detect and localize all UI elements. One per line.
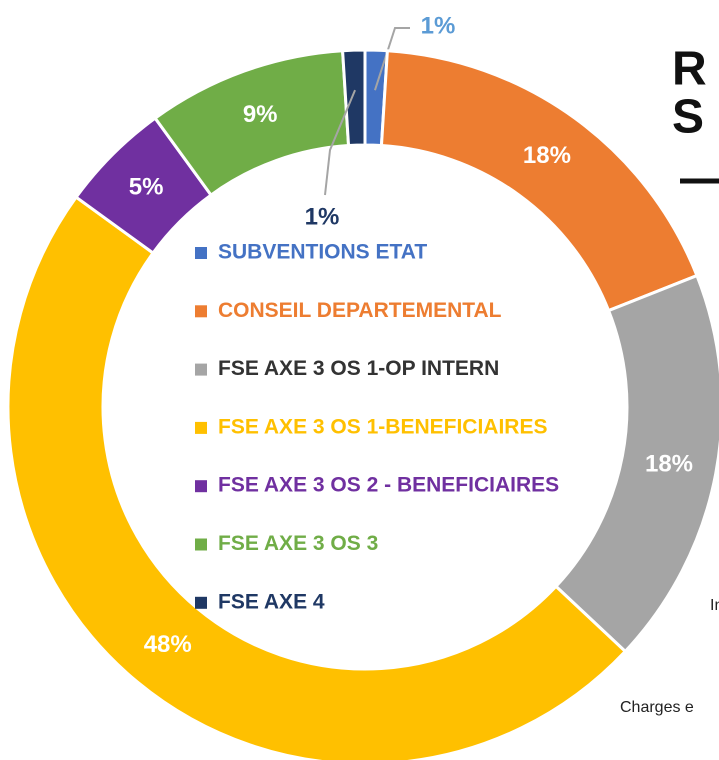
side-text: Charges e (620, 699, 694, 716)
leader-line (374, 27, 410, 91)
legend-label: FSE AXE 3 OS 2 - BENEFICIAIRES (218, 474, 559, 497)
legend-label: CONSEIL DEPARTEMENTAL (218, 299, 502, 322)
legend-label: SUBVENTIONS ETAT (218, 241, 427, 264)
leader-line (324, 89, 356, 196)
data-label: 5% (129, 173, 164, 200)
side-title: R (672, 43, 707, 96)
side-title: S (672, 91, 704, 144)
donut-slice (553, 273, 719, 654)
donut-slice (6, 195, 628, 760)
legend-swatch (195, 538, 207, 551)
data-label: 1% (421, 12, 456, 39)
data-label: 1% (305, 203, 340, 230)
side-text: In (710, 597, 719, 614)
legend-swatch (195, 305, 207, 318)
data-label: 48% (144, 631, 192, 658)
data-label: 18% (523, 142, 571, 169)
legend-label: FSE AXE 4 (218, 590, 325, 613)
legend-swatch (195, 247, 207, 259)
legend-swatch (195, 596, 207, 609)
donut-slice (340, 48, 367, 148)
legend-label: FSE AXE 3 OS 1-OP INTERN (218, 357, 499, 380)
donut: 1% SUBVENTIONS ETAT 18% CONSEIL DEPARTEMENT… (6, 12, 719, 760)
legend-label: FSE AXE 3 OS 1-BENEFICIAIRES (218, 415, 547, 438)
legend-swatch (195, 421, 207, 434)
data-label: 9% (243, 101, 278, 128)
legend-label: FSE AXE 3 OS 3 (218, 532, 378, 555)
legend-swatch (195, 363, 207, 376)
data-label: 18% (645, 450, 693, 477)
legend-swatch (195, 480, 207, 493)
donut-slice (379, 49, 699, 313)
